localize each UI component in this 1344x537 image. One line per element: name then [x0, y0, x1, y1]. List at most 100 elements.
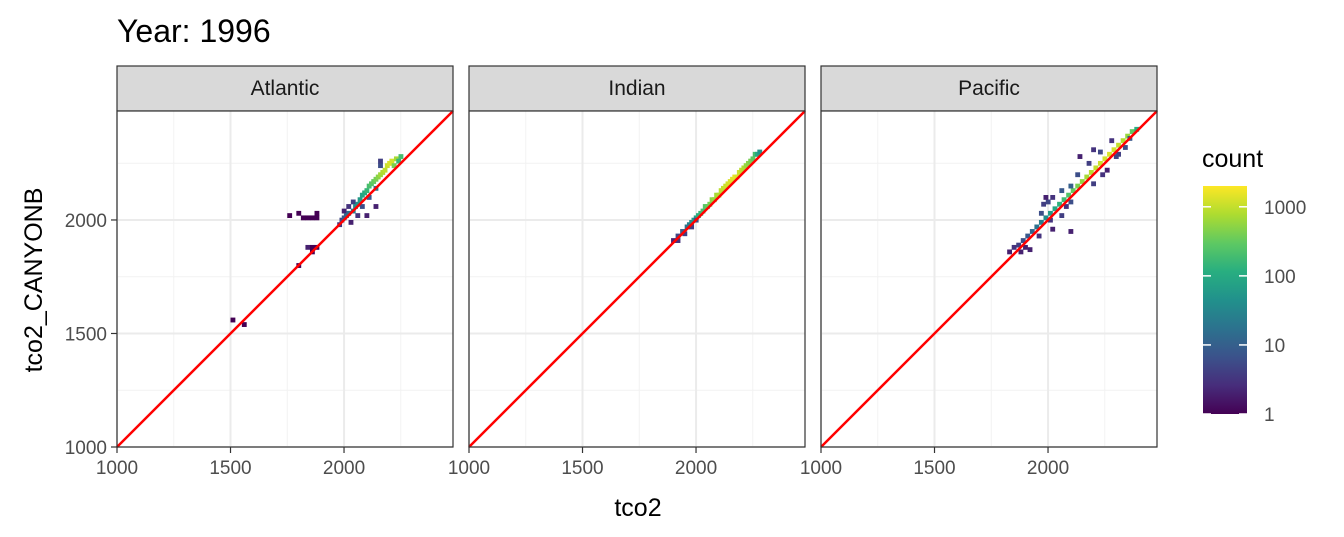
heatmap-bin — [750, 156, 756, 162]
heatmap-bin — [348, 219, 354, 225]
legend-tick-label: 10 — [1264, 336, 1285, 357]
heatmap-bin — [1011, 244, 1017, 250]
heatmap-bin — [1025, 233, 1031, 239]
y-tick-label: 1000 — [65, 438, 107, 459]
facet-strip-label: Atlantic — [251, 77, 320, 100]
heatmap-bin — [734, 174, 740, 180]
heatmap-bin — [241, 322, 247, 327]
heatmap-bin — [1068, 199, 1074, 205]
heatmap-bin — [1027, 247, 1033, 253]
heatmap-bin — [1102, 156, 1108, 162]
heatmap-bin — [309, 215, 315, 221]
panel-border — [820, 110, 1158, 448]
x-tick-label: 2000 — [1027, 458, 1069, 479]
heatmap-bin — [1077, 154, 1083, 159]
legend-ticks: 1 10 100 1000 — [1203, 198, 1306, 426]
heatmap-bin — [1050, 195, 1056, 200]
heatmap-bin — [1107, 151, 1112, 157]
x-tick-label: 2000 — [323, 458, 365, 479]
heatmap-bin — [1007, 249, 1013, 255]
x-tick-label: 1500 — [561, 458, 603, 479]
legend-tick-label: 100 — [1264, 267, 1296, 288]
heatmap-bin — [305, 244, 311, 250]
facet-panel-atlantic: Atlantic 1000 1500 2000 1000 1500 2000 — [65, 65, 454, 479]
heatmap-bin — [1068, 183, 1074, 189]
x-tick-label: 1000 — [448, 458, 490, 479]
heatmap-bin — [1097, 149, 1103, 155]
heatmap-bin — [1088, 170, 1094, 175]
heatmap-bin — [675, 238, 681, 243]
heatmap-bin — [378, 163, 383, 169]
heatmap-bin — [287, 213, 293, 219]
heatmap-bin — [1120, 138, 1126, 144]
x-tick-label: 2000 — [675, 458, 717, 479]
facet-strip-label: Pacific — [958, 77, 1020, 100]
heatmap-bin — [1134, 126, 1140, 132]
facet-panel-pacific: Pacific 1000 1500 2000 — [800, 65, 1158, 479]
heatmap-bin — [1045, 199, 1051, 205]
heatmap-bin — [1070, 188, 1076, 194]
color-legend: count 1 10 100 1000 — [1202, 145, 1306, 426]
heatmap-bin — [1043, 215, 1049, 221]
heatmap-bin — [1097, 160, 1103, 166]
heatmap-bin — [341, 208, 347, 214]
heatmap-bins — [230, 154, 404, 327]
heatmap-bin — [300, 215, 306, 221]
heatmap-bin — [671, 238, 676, 243]
panel-border — [116, 110, 454, 448]
heatmap-bin — [1093, 165, 1099, 171]
heatmap-bin — [1111, 147, 1117, 153]
heatmap-bins — [1007, 126, 1140, 255]
heatmap-bin — [350, 199, 356, 205]
heatmap-bin — [1048, 210, 1053, 216]
heatmap-bin — [346, 204, 352, 209]
heatmap-bin — [716, 192, 722, 198]
heatmap-bin — [314, 215, 320, 221]
heatmap-bin — [689, 224, 695, 230]
heatmap-bin — [1086, 160, 1092, 166]
heatmap-bin — [1100, 172, 1106, 178]
facet-strip-label: Indian — [608, 77, 665, 100]
heatmap-bin — [366, 195, 372, 200]
x-tick-label: 1500 — [209, 458, 251, 479]
heatmap-bin — [1116, 142, 1121, 148]
identity-reference-line — [468, 110, 806, 448]
heatmap-bin — [1050, 226, 1056, 232]
heatmap-bin — [1034, 224, 1040, 230]
heatmap-bin — [1113, 154, 1119, 159]
y-tick-label: 2000 — [65, 211, 107, 232]
identity-reference-line — [116, 110, 454, 448]
x-tick-label: 1500 — [913, 458, 955, 479]
heatmap-bin — [1059, 213, 1065, 219]
heatmap-bin — [1091, 147, 1097, 153]
y-tick-label: 1500 — [65, 324, 107, 345]
legend-colorbar — [1203, 186, 1247, 414]
heatmap-bin — [682, 231, 688, 237]
y-axis-title: tco2_CANYONB — [20, 188, 48, 373]
heatmap-bin — [296, 210, 302, 216]
heatmap-bin — [309, 244, 315, 250]
panel-border — [468, 110, 806, 448]
heatmap-bin — [700, 208, 706, 214]
heatmap-bin — [1038, 219, 1044, 225]
heatmap-bin — [757, 149, 763, 155]
heatmap-bin — [314, 210, 320, 216]
heatmap-bin — [355, 213, 361, 219]
heatmap-bin — [1041, 201, 1047, 207]
heatmap-bin — [1066, 192, 1072, 198]
heatmap-bin — [1020, 238, 1026, 243]
heatmap-bin — [305, 215, 311, 221]
x-tick-label: 1000 — [800, 458, 842, 479]
heatmap-bin — [1079, 179, 1085, 184]
heatmap-bin — [1052, 206, 1058, 212]
facet-strip — [468, 65, 806, 112]
heatmap-bin — [1084, 174, 1090, 180]
heatmap-bin — [1068, 229, 1074, 234]
facet-strip — [116, 65, 454, 112]
heatmap-bin — [346, 210, 352, 216]
heatmap-bin — [1016, 242, 1022, 248]
heatmap-bin — [1023, 244, 1028, 250]
heatmap-bin — [1036, 233, 1042, 239]
legend-title: count — [1202, 145, 1263, 173]
heatmap-bin — [1048, 217, 1053, 223]
